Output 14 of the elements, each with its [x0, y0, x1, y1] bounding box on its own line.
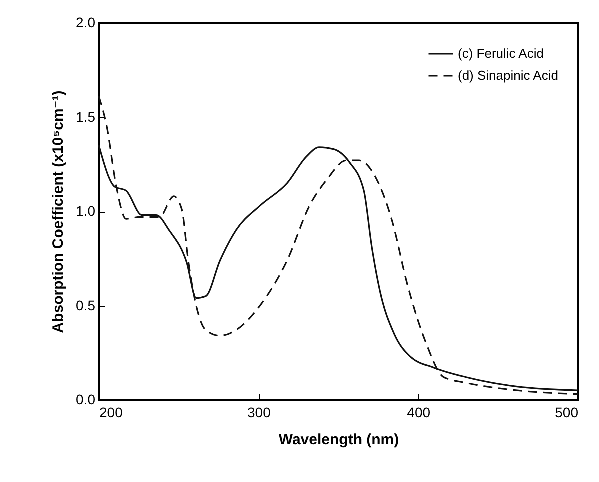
x-tick-label: 400 — [407, 404, 431, 420]
y-tick-label: 2.0 — [76, 14, 96, 30]
x-tick-label: 500 — [555, 404, 579, 420]
legend-label: (c) Ferulic Acid — [458, 46, 544, 61]
y-tick-label: 1.0 — [76, 203, 96, 219]
x-tick-label: 200 — [100, 404, 124, 420]
x-axis-title: Wavelength (nm) — [278, 432, 400, 448]
y-tick-label: 0.5 — [76, 297, 96, 314]
x-tick-label: 300 — [247, 404, 272, 420]
legend-label: (d) Sinapinic Acid — [458, 68, 558, 83]
y-tick-label: 0.0 — [76, 392, 96, 408]
line-series — [98, 96, 579, 396]
y-tick-label: 1.5 — [76, 108, 96, 125]
y-axis-title: Absorption Coefficient (x10⁵cm⁻¹) — [50, 90, 68, 334]
